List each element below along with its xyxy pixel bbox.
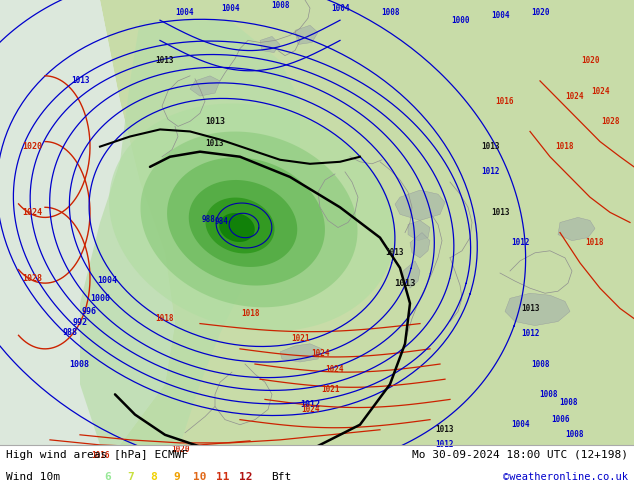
Text: 1013: 1013 <box>394 279 416 288</box>
Text: High wind areas [hPa] ECMWF: High wind areas [hPa] ECMWF <box>6 450 188 460</box>
Text: 1006: 1006 <box>551 415 569 424</box>
Text: 1004: 1004 <box>176 8 194 17</box>
Text: 1024: 1024 <box>311 349 329 358</box>
Polygon shape <box>109 103 395 331</box>
Text: 996: 996 <box>82 307 96 316</box>
Polygon shape <box>408 220 430 241</box>
Text: 1012: 1012 <box>511 238 529 247</box>
Polygon shape <box>403 261 420 288</box>
Text: 9: 9 <box>174 472 181 482</box>
Text: 1008: 1008 <box>70 360 89 369</box>
Polygon shape <box>0 0 140 445</box>
Text: 1008: 1008 <box>531 360 549 368</box>
Text: 984: 984 <box>214 217 228 226</box>
Text: 8: 8 <box>151 472 157 482</box>
Polygon shape <box>141 131 358 307</box>
Polygon shape <box>280 344 322 362</box>
Text: 11: 11 <box>216 472 230 482</box>
Text: 1013: 1013 <box>521 304 540 313</box>
Text: 1012: 1012 <box>300 400 320 409</box>
Text: 1008: 1008 <box>566 430 585 440</box>
Polygon shape <box>0 0 634 445</box>
Text: 1024: 1024 <box>22 208 42 217</box>
Text: 1024: 1024 <box>301 405 320 414</box>
Text: 1018: 1018 <box>241 309 259 318</box>
Text: 1018: 1018 <box>156 314 174 323</box>
Text: 7: 7 <box>127 472 134 482</box>
Polygon shape <box>0 0 175 445</box>
Text: 1024: 1024 <box>591 87 609 96</box>
Text: Mo 30-09-2024 18:00 UTC (12+198): Mo 30-09-2024 18:00 UTC (12+198) <box>412 450 628 460</box>
Polygon shape <box>295 25 318 45</box>
Text: 1020: 1020 <box>531 8 549 17</box>
Polygon shape <box>189 180 297 267</box>
Polygon shape <box>558 218 595 241</box>
Text: 1004: 1004 <box>491 11 509 20</box>
Polygon shape <box>205 197 275 253</box>
Text: 1013: 1013 <box>385 248 404 257</box>
Polygon shape <box>260 36 280 52</box>
Text: 1013: 1013 <box>491 208 509 217</box>
Polygon shape <box>0 0 175 445</box>
Text: 1004: 1004 <box>221 3 239 13</box>
Text: 1000: 1000 <box>90 294 110 303</box>
Text: 1013: 1013 <box>436 425 454 434</box>
Polygon shape <box>505 293 570 325</box>
Text: 1020: 1020 <box>581 56 599 65</box>
Text: 1016: 1016 <box>496 97 514 106</box>
Polygon shape <box>190 76 220 96</box>
Text: 1004: 1004 <box>331 3 349 13</box>
Text: 1013: 1013 <box>206 139 224 148</box>
Polygon shape <box>80 20 300 445</box>
Text: 1024: 1024 <box>566 92 585 100</box>
Text: 988: 988 <box>63 328 78 337</box>
Text: ©weatheronline.co.uk: ©weatheronline.co.uk <box>503 472 628 482</box>
Text: 988: 988 <box>202 215 216 223</box>
Text: 1021: 1021 <box>321 385 339 394</box>
Text: 1008: 1008 <box>271 0 289 10</box>
Text: Wind 10m: Wind 10m <box>6 472 60 482</box>
Text: 1013: 1013 <box>156 56 174 65</box>
Text: 1008: 1008 <box>559 398 577 407</box>
Polygon shape <box>410 233 430 258</box>
Text: 1012: 1012 <box>521 329 540 338</box>
Text: 1024: 1024 <box>326 365 344 373</box>
Text: 10: 10 <box>193 472 207 482</box>
Text: 1028: 1028 <box>22 273 42 283</box>
Text: 1020: 1020 <box>22 142 42 151</box>
Text: 1021: 1021 <box>291 334 309 343</box>
Text: 1008: 1008 <box>539 390 557 399</box>
Text: Bft: Bft <box>271 472 291 482</box>
Text: 1012: 1012 <box>481 168 499 176</box>
Text: 1018: 1018 <box>556 142 574 151</box>
Text: 1016: 1016 <box>91 450 109 460</box>
Text: 1028: 1028 <box>601 117 619 126</box>
Text: 1000: 1000 <box>451 16 469 24</box>
Text: 992: 992 <box>72 318 87 327</box>
Text: 1004: 1004 <box>97 276 117 285</box>
Text: 1012: 1012 <box>436 441 454 449</box>
Text: 1018: 1018 <box>586 238 604 247</box>
Text: 12: 12 <box>239 472 253 482</box>
Polygon shape <box>219 213 255 242</box>
Text: 1008: 1008 <box>381 8 399 17</box>
Polygon shape <box>395 190 445 220</box>
Polygon shape <box>167 157 325 286</box>
Text: 6: 6 <box>105 472 112 482</box>
Text: 1004: 1004 <box>511 420 529 429</box>
Text: 1013: 1013 <box>481 142 499 151</box>
Text: 1013: 1013 <box>71 76 89 85</box>
Text: 1020: 1020 <box>171 445 190 455</box>
Text: 1013: 1013 <box>205 117 225 126</box>
